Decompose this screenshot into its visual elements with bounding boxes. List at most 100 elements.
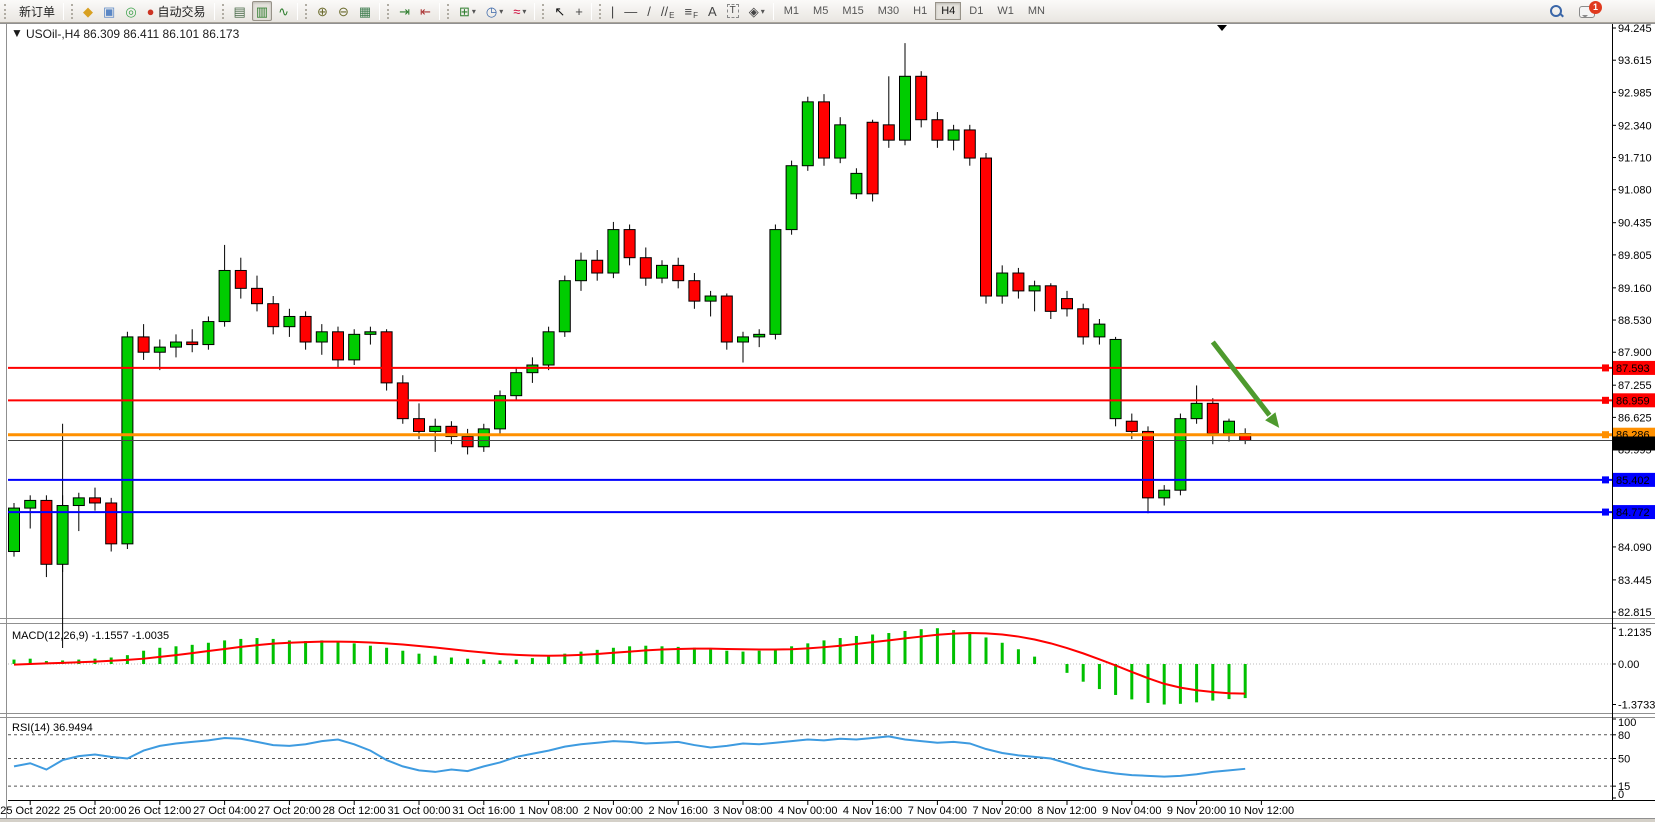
toolbar-drag-handle[interactable] — [221, 3, 226, 19]
timeframe-m1[interactable]: M1 — [783, 5, 800, 17]
toolbar: 新订单 ◆ ▣ ◎ ● 自动交易 ▤ ▥ ∿ ⊕ ⊖ ▦ ⇥ ⇤ ⊞ ▾ ◷ ▾ ≈ ▾ ↖ + | — ///E ≡ F A T ◈ ▾ M… — [0, 0, 1655, 23]
text-label-tool[interactable]: T — [723, 1, 743, 21]
candle — [1077, 303, 1090, 345]
periods-button[interactable]: ◷ ▾ — [482, 1, 507, 21]
price-axis-label: 91.080 — [1618, 185, 1652, 197]
horizontal-line-tool-glyph: — — [624, 3, 638, 19]
timeframe-w1[interactable]: W1 — [997, 5, 1014, 17]
hline-handle[interactable] — [1602, 431, 1609, 439]
trendline-tool[interactable]: / — [643, 1, 655, 21]
bar-chart-icon[interactable]: ▤ — [230, 1, 250, 21]
candle — [153, 339, 166, 371]
timeframe-mn[interactable]: MN — [1027, 5, 1045, 17]
new-chart-button-dropdown-icon[interactable]: ▾ — [471, 6, 476, 16]
crosshair-tool[interactable]: + — [571, 1, 587, 21]
chart-shift-marker[interactable] — [1217, 25, 1227, 31]
toolbar-drag-handle[interactable] — [71, 3, 75, 19]
time-axis-label: 2 Nov 16:00 — [649, 805, 708, 817]
timeframe-m15[interactable]: M15 — [842, 5, 864, 17]
cursor-tool-glyph: ↖ — [554, 3, 566, 19]
periods-button-dropdown-icon[interactable]: ▾ — [499, 6, 504, 16]
zoom-in-icon-glyph: ⊕ — [317, 3, 328, 19]
fibonacci-tool[interactable]: ≡ F — [680, 1, 701, 21]
toolbar-drag-handle[interactable] — [598, 3, 603, 19]
zoom-out-icon[interactable]: ⊖ — [334, 1, 353, 21]
price-axis-label: 87.900 — [1618, 347, 1652, 359]
candle — [510, 367, 523, 401]
new-chart-button-glyph: ⊞ — [458, 3, 470, 19]
macd-label: MACD(12,26,9) -1.1557 -1.0035 — [12, 630, 169, 642]
chart-title: USOil-,H4 86.309 86.411 86.101 86.173 — [26, 27, 240, 41]
candle — [267, 296, 280, 335]
candle — [737, 331, 749, 363]
timeframe-d1[interactable]: D1 — [969, 5, 984, 17]
rsi-axis-label: 0 — [1618, 789, 1624, 801]
timeframe-h1[interactable]: H1 — [913, 5, 928, 17]
hline-handle[interactable] — [1602, 364, 1609, 372]
toolbar-drag-handle[interactable] — [305, 3, 309, 19]
hline-label: 85.402 — [1616, 475, 1650, 487]
market-watch-icon-glyph: ▣ — [103, 3, 116, 19]
trend-arrow-head[interactable] — [1265, 412, 1280, 428]
hline-label-bg — [1613, 360, 1655, 375]
cursor-tool[interactable]: ↖ — [550, 1, 569, 21]
candle — [575, 252, 587, 291]
quotes-icon[interactable]: ◆ — [79, 1, 97, 21]
tile-windows-icon[interactable]: ▦ — [355, 1, 375, 21]
line-chart-icon-glyph: ∿ — [278, 3, 290, 19]
chat-icon[interactable]: 1 — [1579, 0, 1602, 18]
arrows-tool-dropdown-icon[interactable]: ▾ — [760, 6, 765, 16]
indicators-button-dropdown-icon[interactable]: ▾ — [522, 6, 527, 16]
autotrading-button[interactable]: ● 自动交易 — [143, 1, 210, 21]
horizontal-line-tool[interactable]: — — [620, 1, 641, 21]
toolbar-drag-handle[interactable] — [4, 3, 8, 19]
zoom-in-icon[interactable]: ⊕ — [313, 1, 332, 21]
chart-menu-arrow-icon[interactable]: ▼ — [11, 26, 23, 40]
timeframe-h4[interactable]: H4 — [935, 2, 962, 20]
candlestick-chart-icon[interactable]: ▥ — [251, 1, 273, 21]
hline-handle[interactable] — [1602, 396, 1609, 404]
hline-handle[interactable] — [1602, 476, 1609, 484]
time-axis-label: 3 Nov 08:00 — [713, 805, 772, 817]
price-axis-label: 92.985 — [1618, 87, 1652, 99]
auto-scroll-icon[interactable]: ⇥ — [395, 1, 414, 21]
timeframe-m5[interactable]: M5 — [813, 5, 829, 17]
chart-shift-icon[interactable]: ⇤ — [416, 1, 435, 21]
candle — [299, 311, 312, 350]
market-watch-icon[interactable]: ▣ — [99, 1, 119, 21]
new-order[interactable]: 新订单 — [12, 1, 59, 21]
toolbar-drag-handle[interactable] — [387, 3, 391, 19]
new-chart-button[interactable]: ⊞ ▾ — [455, 1, 480, 21]
hline-handle[interactable] — [1602, 508, 1609, 516]
candle — [672, 257, 685, 289]
candle — [915, 71, 928, 128]
zoom-out-icon-glyph: ⊖ — [337, 3, 349, 19]
time-axis-label: 9 Nov 20:00 — [1167, 805, 1226, 817]
macd-axis-label: -1.3733 — [1618, 700, 1655, 712]
text-tool[interactable]: A — [704, 1, 721, 21]
trend-arrow[interactable] — [1210, 340, 1272, 417]
search-icon[interactable] — [1549, 4, 1565, 20]
line-chart-icon[interactable]: ∿ — [274, 1, 293, 21]
hline-label: 87.593 — [1616, 363, 1650, 375]
signals-icon[interactable]: ◎ — [121, 1, 140, 21]
price-axis-label: 89.805 — [1618, 250, 1652, 262]
toolbar-drag-handle[interactable] — [542, 3, 546, 19]
indicators-button[interactable]: ≈ ▾ — [509, 1, 530, 21]
timeframe-m30[interactable]: M30 — [877, 5, 900, 17]
candle — [477, 423, 490, 452]
equidistant-channel-tool[interactable]: //E — [657, 1, 679, 21]
candle — [947, 124, 960, 151]
time-axis-label: 8 Nov 12:00 — [1037, 805, 1096, 817]
toolbar-drag-handle[interactable] — [446, 3, 451, 19]
candle — [1206, 398, 1219, 445]
arrows-tool[interactable]: ◈ ▾ — [745, 1, 769, 21]
candle — [656, 260, 668, 284]
candle — [413, 403, 425, 440]
vertical-line-tool[interactable]: | — [607, 1, 618, 21]
candle — [899, 43, 911, 146]
time-axis-label: 28 Oct 12:00 — [323, 805, 386, 817]
candle — [105, 497, 118, 552]
